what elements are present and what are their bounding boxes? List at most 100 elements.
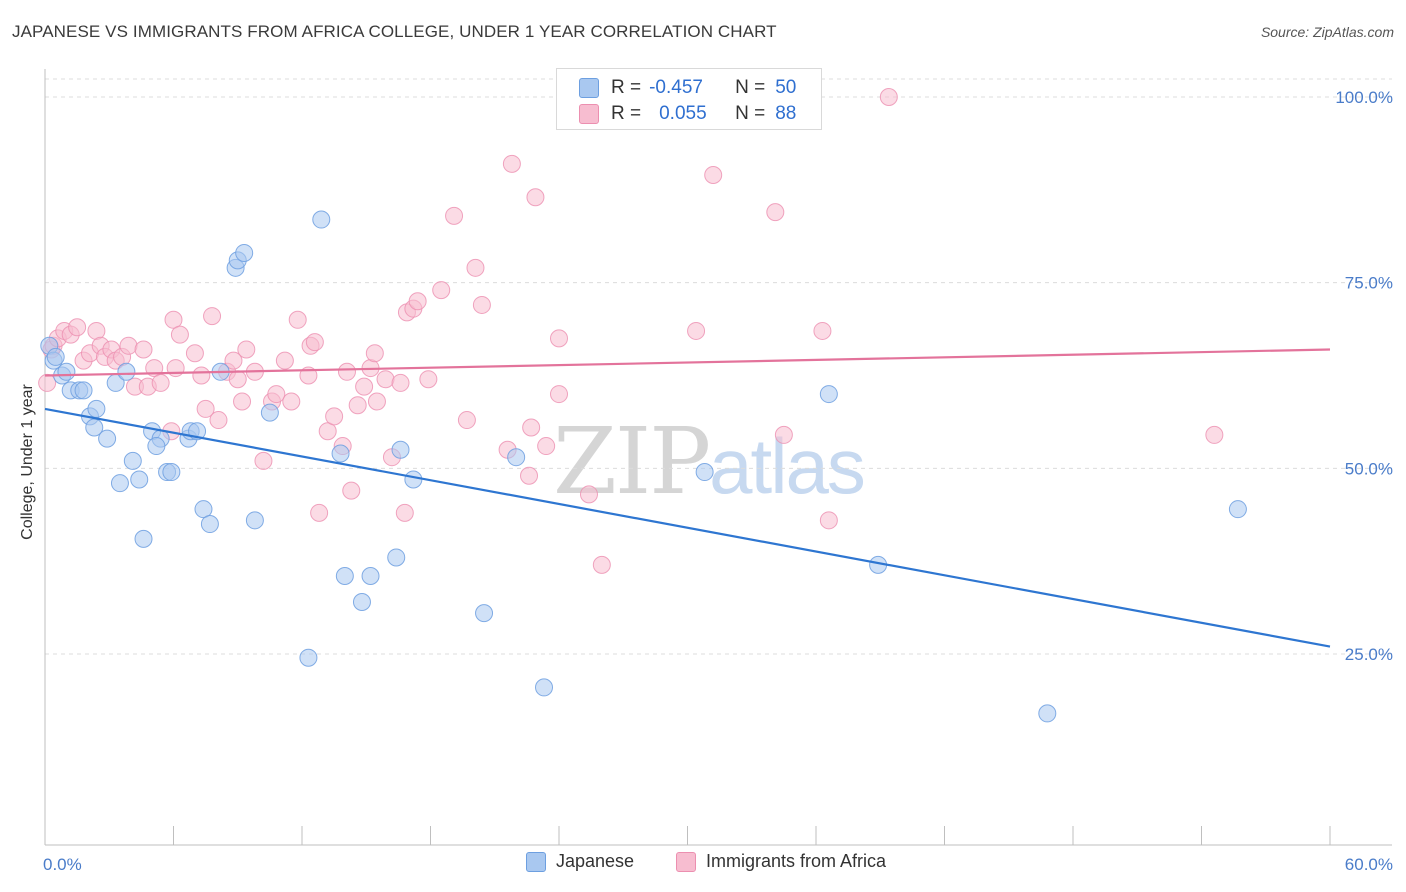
africa-point [472,295,491,314]
africa-point [209,411,228,430]
africa-point [879,88,898,106]
africa-point [526,188,545,207]
africa-point [170,325,189,344]
japanese-point [117,362,136,381]
africa-points [38,88,1224,574]
africa-point [395,503,414,522]
africa-point [233,392,252,411]
legend-item-africa[interactable]: Immigrants from Africa [676,851,886,872]
africa-point [419,370,438,389]
bottom-legend: Japanese Immigrants from Africa [0,851,1406,879]
africa-point [305,333,324,352]
africa-point [520,466,539,485]
africa-point [365,344,384,363]
africa-point [774,425,793,444]
africa-point [224,351,243,370]
africa-point [432,281,451,300]
africa-point [267,385,286,404]
japanese-legend-swatch [526,851,546,872]
africa-point [228,370,247,389]
japanese-swatch [579,78,599,98]
africa-point [367,392,386,411]
japanese-point [134,529,153,548]
africa-point [237,340,256,359]
africa-point [164,310,183,329]
japanese-point [194,500,213,519]
africa-point [337,362,356,381]
watermark-zip: ZIP [553,408,711,515]
legend-label-japanese: Japanese [556,851,635,871]
africa-point [355,377,374,396]
africa-point [348,396,367,415]
japanese-point [130,470,149,489]
africa-point [1205,425,1224,444]
japanese-point [98,429,117,448]
r-value-japanese: -0.457 [649,77,703,98]
legend-item-japanese[interactable]: Japanese [526,851,634,872]
japanese-point [1228,500,1247,519]
japanese-point [507,448,526,467]
africa-point [457,411,476,430]
africa-point [87,321,106,340]
africa-point [376,370,395,389]
japanese-point [123,451,142,470]
tick-labels: 25.0% 50.0% 75.0% 100.0% 0.0% 60.0% [43,88,1393,874]
africa-point [185,344,204,363]
africa-point [502,154,521,173]
africa-trend-line [44,348,1331,377]
n-label: N = [735,103,766,124]
y-tick-label: 25.0% [1345,645,1393,664]
africa-point [318,422,337,441]
r-value-africa: 0.055 [659,103,707,124]
grid-lines [45,78,1392,655]
africa-point [342,481,361,500]
japanese-point [235,243,254,262]
x-tick-label: 60.0% [1345,855,1393,874]
y-tick-label: 75.0% [1345,274,1393,293]
stats-legend: R = -0.457 N = 50 R = 0.055 N = 88 [556,68,822,130]
africa-point [522,418,541,437]
japanese-point [312,210,331,229]
japanese-point [299,648,318,667]
africa-point [151,373,170,392]
japanese-point [819,385,838,404]
japanese-point [331,444,350,463]
africa-point [38,373,57,392]
africa-point [310,503,329,522]
africa-point [288,310,307,329]
africa-swatch [579,104,599,124]
japanese-point [147,437,166,456]
japanese-point [260,403,279,422]
watermark: ZIPatlas [553,408,866,515]
africa-point [466,258,485,277]
africa-point [445,206,464,225]
japanese-point [46,347,65,366]
africa-point [813,321,832,340]
africa-point [819,511,838,530]
africa-point [687,321,706,340]
legend-label-africa: Immigrants from Africa [706,851,887,871]
stats-row-africa: R = 0.055 N = 88 [579,102,796,126]
africa-point [68,318,87,337]
axes [44,69,1392,846]
japanese-point [335,567,354,586]
japanese-point [87,399,106,418]
x-tick-label: 0.0% [43,855,82,874]
africa-point [134,340,153,359]
y-tick-label: 100.0% [1335,88,1393,107]
source-label: Source: ZipAtlas.com [1260,24,1394,40]
africa-point [196,399,215,418]
africa-point [119,336,138,355]
africa-point [203,307,222,326]
africa-point [579,485,598,504]
africa-point [537,437,556,456]
japanese-point [200,515,219,534]
chart-title: JAPANESE VS IMMIGRANTS FROM AFRICA COLLE… [12,22,777,41]
stats-row-japanese: R = -0.457 N = 50 [579,76,796,100]
japanese-point [162,463,181,482]
africa-point [550,329,568,348]
n-label: N = [735,77,766,98]
trend-lines [44,348,1331,648]
africa-point [550,385,568,404]
